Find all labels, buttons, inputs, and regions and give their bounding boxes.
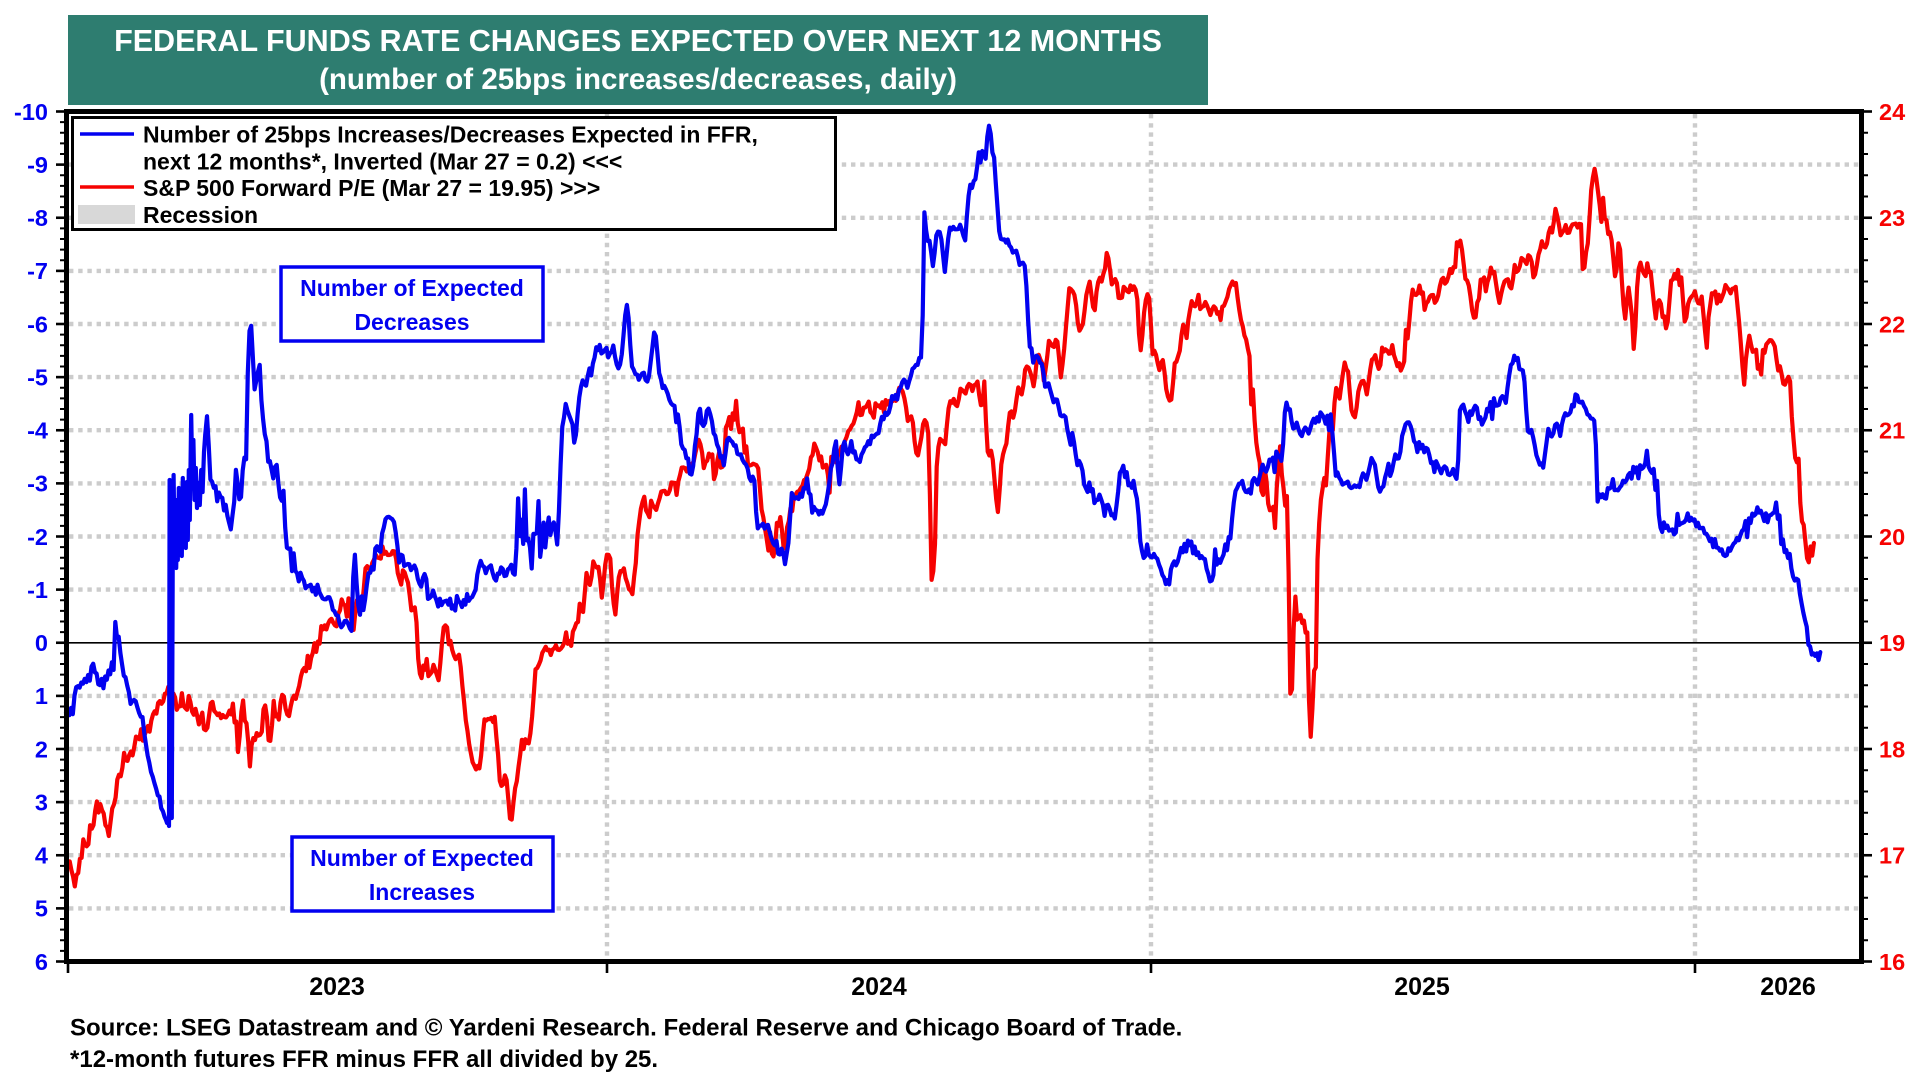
svg-text:0: 0 — [35, 630, 48, 656]
svg-text:1: 1 — [35, 683, 48, 709]
svg-text:4: 4 — [35, 843, 48, 869]
svg-text:2023: 2023 — [309, 973, 365, 1001]
svg-text:Number of Expected: Number of Expected — [300, 275, 524, 301]
svg-text:3: 3 — [35, 789, 48, 815]
svg-text:Source: LSEG Datastream and ©: Source: LSEG Datastream and © Yardeni Re… — [70, 1015, 1182, 1042]
svg-text:-1: -1 — [27, 577, 48, 603]
svg-text:2026: 2026 — [1760, 973, 1816, 1001]
svg-text:-10: -10 — [14, 99, 48, 125]
svg-text:S&P 500 Forward P/E (Mar 27 =: S&P 500 Forward P/E (Mar 27 = 19.95) >>> — [143, 175, 600, 201]
svg-text:-5: -5 — [27, 364, 48, 390]
svg-text:6: 6 — [35, 949, 48, 975]
svg-text:(number of 25bps increases/dec: (number of 25bps increases/decreases, da… — [319, 63, 957, 96]
svg-text:-9: -9 — [27, 152, 48, 178]
svg-text:-8: -8 — [27, 205, 48, 231]
svg-text:5: 5 — [35, 896, 48, 922]
svg-text:17: 17 — [1879, 843, 1905, 869]
svg-text:16: 16 — [1879, 949, 1905, 975]
svg-text:Number of 25bps Increases/Decr: Number of 25bps Increases/Decreases Expe… — [143, 122, 758, 148]
svg-text:Number of Expected: Number of Expected — [310, 845, 534, 871]
svg-text:21: 21 — [1879, 418, 1905, 444]
svg-text:Decreases: Decreases — [354, 309, 469, 335]
svg-text:18: 18 — [1879, 736, 1905, 762]
svg-text:*12-month futures FFR minus FF: *12-month futures FFR minus FFR all divi… — [70, 1046, 658, 1073]
svg-text:2024: 2024 — [851, 973, 907, 1001]
svg-text:19: 19 — [1879, 630, 1905, 656]
svg-text:22: 22 — [1879, 311, 1905, 337]
svg-text:-2: -2 — [27, 524, 48, 550]
svg-text:-7: -7 — [27, 258, 48, 284]
svg-text:Increases: Increases — [369, 879, 475, 905]
svg-text:24: 24 — [1879, 99, 1905, 125]
svg-text:23: 23 — [1879, 205, 1905, 231]
svg-text:-6: -6 — [27, 311, 48, 337]
svg-text:-4: -4 — [27, 418, 48, 444]
svg-text:FEDERAL FUNDS RATE CHANGES EXP: FEDERAL FUNDS RATE CHANGES EXPECTED OVER… — [114, 24, 1162, 58]
svg-text:next 12 months*, Inverted (Mar: next 12 months*, Inverted (Mar 27 = 0.2)… — [143, 149, 622, 175]
svg-text:-3: -3 — [27, 471, 48, 497]
svg-text:20: 20 — [1879, 524, 1905, 550]
svg-text:2025: 2025 — [1394, 973, 1450, 1001]
svg-text:2: 2 — [35, 736, 48, 762]
svg-text:Recession: Recession — [143, 202, 258, 228]
